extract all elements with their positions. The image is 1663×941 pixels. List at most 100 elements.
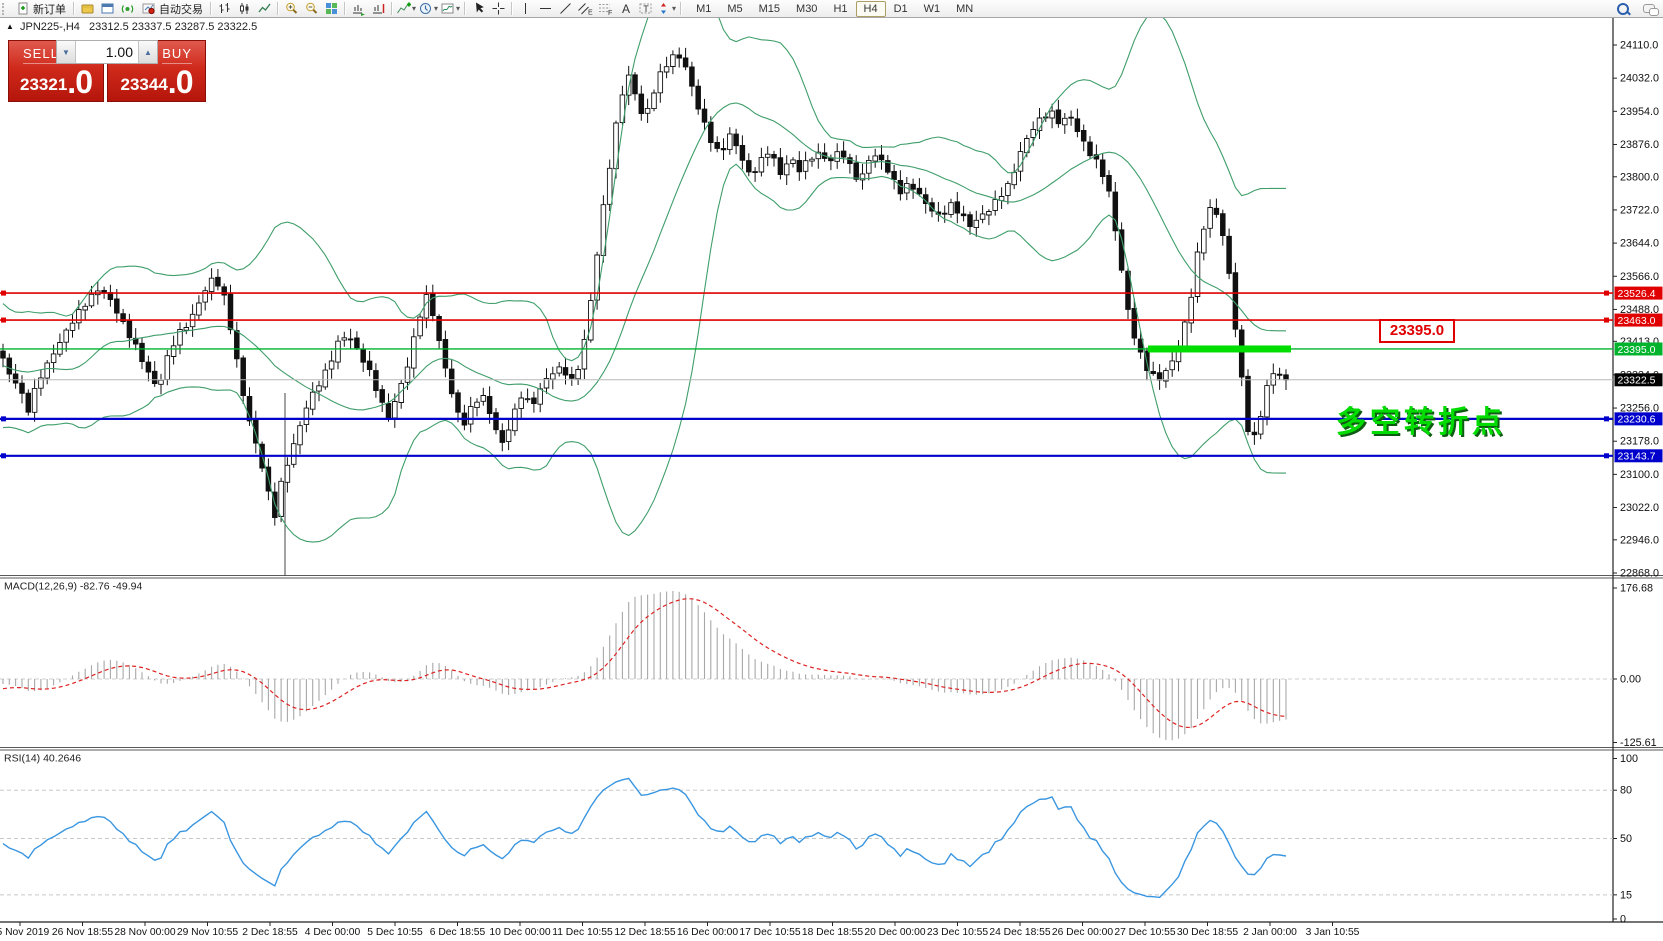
timeframe-button-MN[interactable]: MN (956, 2, 974, 15)
price-tags: 23526.4 23463.0 23395.0 23230.6 23143.7 23322… (1614, 286, 1663, 463)
search-button[interactable] (1613, 1, 1633, 17)
time-tick-label: 24 Dec 18:55 (989, 927, 1051, 938)
price-tag (1614, 313, 1663, 327)
line-chart-mode-button[interactable] (254, 1, 274, 17)
line-chart-icon (257, 3, 271, 13)
templates-button[interactable]: ▾ (439, 1, 461, 17)
price-tick-label: 23644.0 (1620, 238, 1659, 250)
crosshair-tool-button[interactable] (488, 1, 508, 17)
profiles-button[interactable] (77, 1, 97, 17)
hline-handle[interactable] (1604, 290, 1609, 296)
macd-panel (0, 591, 1613, 741)
timeframe-button-W1[interactable]: W1 (923, 2, 941, 15)
hline-handle[interactable] (1604, 416, 1609, 422)
zoom-in-button[interactable] (281, 1, 301, 17)
ohlc-bars-icon (219, 3, 229, 13)
chart-shift-button[interactable] (368, 1, 388, 17)
signals-button[interactable] (117, 1, 137, 17)
macd-axis-label: 0.00 (1620, 674, 1641, 686)
dropdown-caret-icon: ▾ (456, 4, 461, 13)
new-order-button[interactable]: 新订单 (12, 1, 70, 17)
bar-chart-mode-button[interactable] (214, 1, 234, 17)
price-tick-label: 23722.0 (1620, 204, 1659, 216)
auto-trading-label: 自动交易 (159, 3, 203, 16)
bull-candles (31, 54, 1277, 517)
hline-handle[interactable] (1604, 453, 1609, 459)
fibonacci-tool-button[interactable]: F (595, 1, 615, 17)
hline-handle[interactable] (1, 416, 6, 422)
macd-histogram (2, 591, 1287, 741)
chart-annotation-text[interactable]: 多空转折点 (1336, 406, 1506, 439)
vertical-line-tool-button[interactable] (515, 1, 535, 17)
hline-handle[interactable] (1, 453, 6, 459)
hline-handle[interactable] (1604, 317, 1609, 323)
timeframe-button-M5[interactable]: M5 (727, 2, 743, 15)
market-watch-button[interactable] (97, 1, 117, 17)
timeframe-button-M15[interactable]: M15 (758, 2, 781, 15)
toolbar-separator (73, 2, 74, 15)
arrows-tool-button[interactable]: ▾ (655, 1, 677, 17)
volume-increase-button[interactable]: ▲ (138, 41, 157, 63)
collapse-panel-icon[interactable]: ▲ (6, 22, 14, 31)
price-callout-label[interactable]: 23395.0 (1379, 319, 1455, 343)
timeframe-button-M1[interactable]: M1 (696, 2, 712, 15)
bollinger-bands (2, 18, 1286, 543)
timeframe-button-M30[interactable]: M30 (796, 2, 818, 15)
toolbar-separator (680, 2, 682, 15)
auto-scroll-button[interactable] (348, 1, 368, 17)
panel-frame (0, 17, 1663, 923)
buy-button[interactable]: BUY 23344.0 (107, 40, 206, 102)
time-tick-label: 20 Dec 00:00 (864, 927, 926, 938)
text-tool-button[interactable]: A (615, 1, 635, 17)
price-axis[interactable]: 24110.0 24032.0 23954.0 23876.0 23800.0 23722… (1613, 40, 1659, 580)
rsi-line (2, 777, 1287, 899)
volume-input[interactable] (76, 41, 138, 63)
toolbar-grip[interactable] (2, 2, 10, 15)
time-tick-label: 27 Dec 10:55 (1114, 927, 1176, 938)
cursor-tool-button[interactable] (468, 1, 488, 17)
macd-signal-line (2, 598, 1287, 729)
tile-windows-button[interactable] (321, 1, 341, 17)
rsi-axis[interactable]: 100 80 50 15 0 (1613, 753, 1638, 926)
auto-trading-button[interactable]: 自动交易 (137, 1, 207, 17)
macd-axis[interactable]: 176.68 0.00 -125.61 (1613, 583, 1657, 749)
highlight-zone-segment[interactable] (1148, 345, 1291, 353)
volume-decrease-button[interactable]: ▼ (57, 41, 76, 63)
periods-button[interactable]: ▾ (417, 1, 439, 17)
time-tick-label: 26 Nov 18:55 (52, 927, 114, 938)
hline-handle[interactable] (1, 290, 6, 296)
bb-middle-band (2, 102, 1286, 411)
chart-shift-icon (372, 4, 384, 14)
candlestick-mode-button[interactable] (234, 1, 254, 17)
time-tick-label: 17 Dec 10:55 (739, 927, 801, 938)
price-tag (1614, 286, 1663, 300)
time-tick-label: 26 Dec 00:00 (1052, 927, 1114, 938)
auto-trading-icon (142, 3, 155, 15)
hline-handle[interactable] (1, 317, 6, 323)
timeframe-button-H4[interactable]: H4 (855, 0, 886, 17)
main-toolbar: 新订单 自动交易 ▾ ▾ (0, 0, 1663, 18)
price-tag-label: 23143.7 (1618, 451, 1656, 463)
time-tick-label: 16 Dec 00:00 (677, 927, 739, 938)
zoom-out-icon (305, 2, 317, 14)
horizontal-line-icon (539, 8, 551, 9)
channel-tool-button[interactable]: E (575, 1, 595, 17)
timeframe-toolbar: M1 M5 M15 M30 H1 H4 D1 W1 MN (688, 0, 981, 17)
zoom-out-button[interactable] (301, 1, 321, 17)
price-tick-label: 22946.0 (1620, 534, 1659, 546)
time-tick-label: 6 Dec 18:55 (430, 927, 486, 938)
text-label-tool-button[interactable]: T (635, 1, 655, 17)
chat-button[interactable] (1639, 1, 1659, 17)
sell-label: SELL (23, 46, 59, 64)
auto-scroll-icon (352, 5, 365, 16)
timeframe-button-H1[interactable]: H1 (833, 2, 848, 15)
indicators-button[interactable]: ▾ (395, 1, 417, 17)
horizontal-line-tool-button[interactable] (535, 1, 555, 17)
trendline-tool-button[interactable] (555, 1, 575, 17)
fibonacci-icon: F (598, 4, 612, 16)
timeframe-button-D1[interactable]: D1 (893, 2, 908, 15)
time-tick-label: 23 Dec 10:55 (927, 927, 989, 938)
rsi-indicator-label: RSI(14) 40.2646 (4, 753, 81, 765)
